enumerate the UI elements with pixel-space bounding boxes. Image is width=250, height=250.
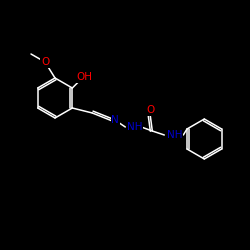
Text: O: O [146,105,154,115]
Text: OH: OH [76,72,92,82]
Text: O: O [41,57,49,67]
Text: N: N [112,115,119,125]
Text: NH: NH [166,130,182,140]
Text: NH: NH [126,122,142,132]
